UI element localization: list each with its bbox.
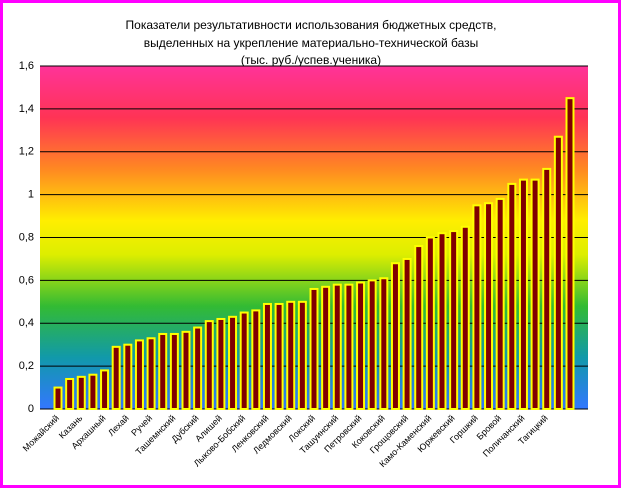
y-tick-label: 0,6 xyxy=(19,274,34,286)
y-tick-label: 1,2 xyxy=(19,146,34,158)
bar xyxy=(100,369,110,411)
chart-title: выделенных на укрепление материально-тех… xyxy=(144,36,479,50)
bar xyxy=(88,373,98,411)
bar xyxy=(76,375,86,410)
bar xyxy=(228,315,238,411)
bar xyxy=(484,202,494,410)
y-tick-label: 0,4 xyxy=(19,317,34,329)
bar xyxy=(553,135,563,410)
y-tick-label: 0 xyxy=(28,403,34,415)
bar xyxy=(437,232,447,410)
bar xyxy=(274,302,284,410)
bar xyxy=(425,236,435,410)
bar xyxy=(402,257,412,410)
bar xyxy=(204,320,214,411)
bar xyxy=(460,225,470,410)
bar xyxy=(449,230,459,410)
bar xyxy=(216,317,226,410)
bar xyxy=(390,262,400,410)
bar xyxy=(309,287,319,411)
bar xyxy=(65,377,75,410)
bar xyxy=(518,178,528,410)
bar xyxy=(239,311,249,410)
bar xyxy=(158,332,168,410)
bar xyxy=(321,285,331,410)
bar xyxy=(169,332,179,410)
bar xyxy=(356,281,366,410)
bar xyxy=(495,197,505,410)
bar xyxy=(251,309,261,411)
bar xyxy=(146,337,156,411)
y-tick-label: 0,2 xyxy=(19,360,34,372)
bar xyxy=(297,300,307,410)
bar xyxy=(181,330,191,411)
bar xyxy=(53,386,63,410)
y-tick-label: 1 xyxy=(28,189,34,201)
bar xyxy=(332,283,342,411)
y-tick-label: 0,8 xyxy=(19,231,34,243)
bar xyxy=(507,182,517,410)
y-tick-label: 1,4 xyxy=(19,103,34,115)
bar xyxy=(123,343,133,410)
chart-title: (тыс. руб./успев.ученика) xyxy=(241,53,381,67)
bar xyxy=(193,326,203,411)
y-tick-label: 1,6 xyxy=(19,60,34,72)
bar xyxy=(111,345,121,410)
bar xyxy=(565,97,575,410)
bar xyxy=(379,277,389,411)
bar xyxy=(262,302,272,410)
bar xyxy=(472,204,482,410)
bar xyxy=(414,245,424,410)
bar xyxy=(134,339,144,410)
bar xyxy=(367,279,377,410)
bar xyxy=(542,167,552,410)
bar xyxy=(286,300,296,410)
bar xyxy=(530,178,540,410)
chart-title: Показатели результативности использовани… xyxy=(126,18,497,32)
bar xyxy=(344,283,354,411)
